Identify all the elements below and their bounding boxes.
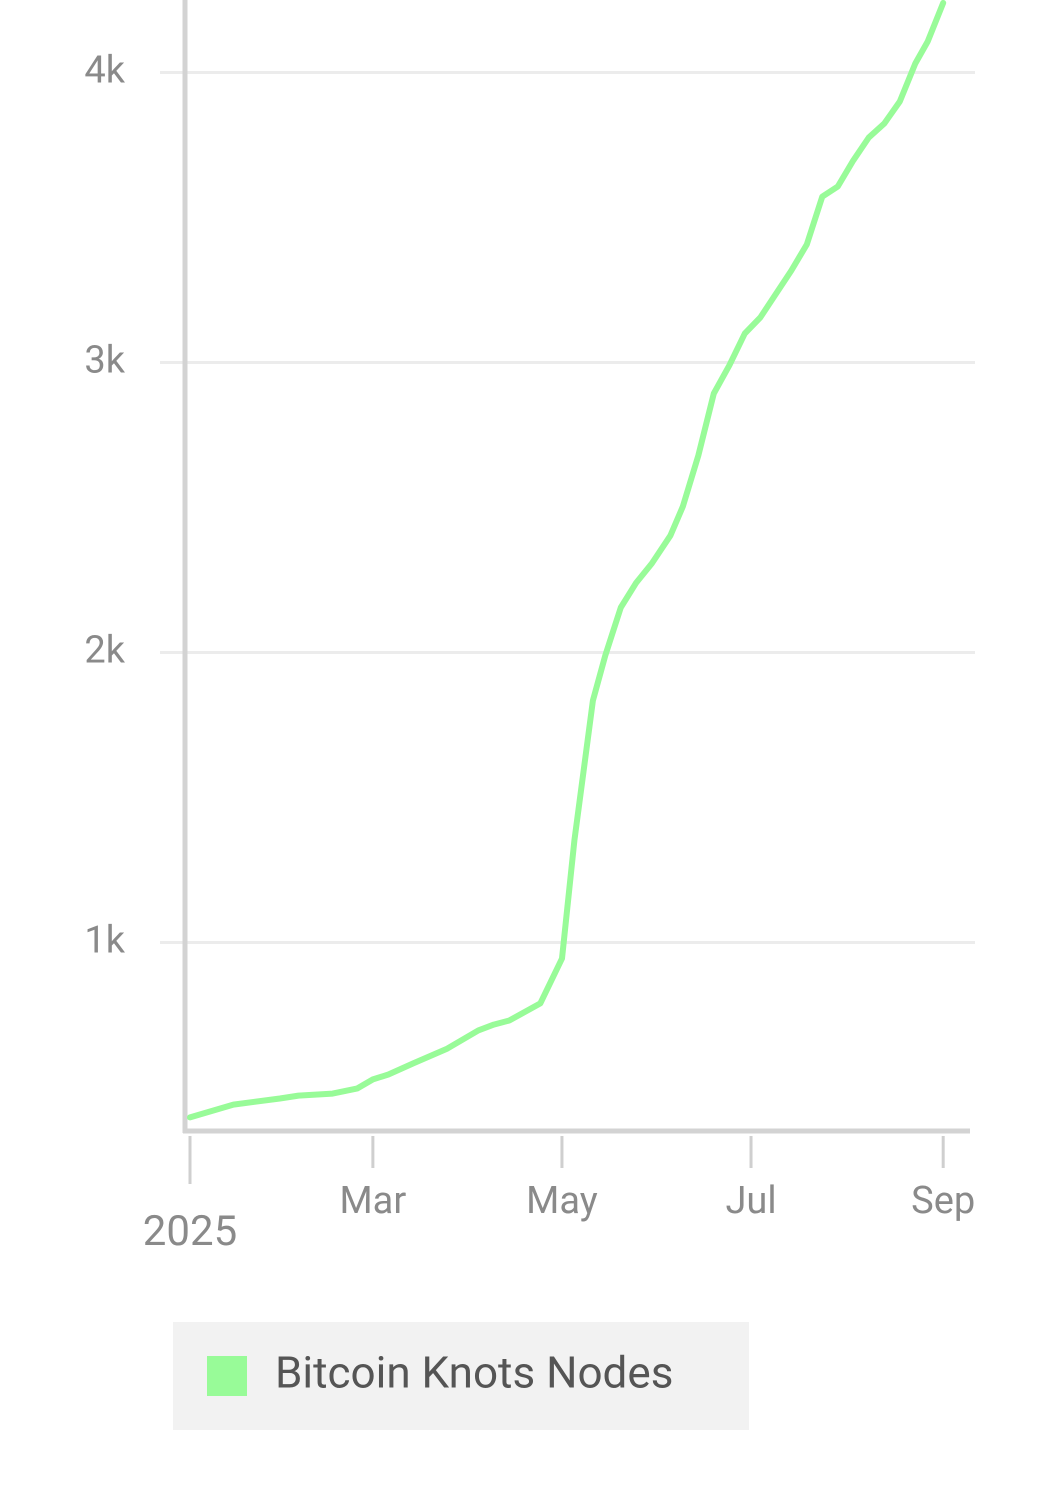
x-tick-label: Sep <box>911 1179 975 1223</box>
x-tick-label: 2025 <box>143 1207 237 1256</box>
x-tick-label: Mar <box>340 1179 407 1223</box>
legend-swatch <box>207 1356 247 1396</box>
x-tick-label: May <box>526 1179 598 1223</box>
grid <box>160 71 975 944</box>
legend-label: Bitcoin Knots Nodes <box>275 1347 673 1399</box>
legend <box>173 1322 749 1430</box>
y-tick-label: 3k <box>84 339 125 383</box>
y-tick-label: 4k <box>84 49 125 93</box>
series-line <box>187 0 947 1121</box>
y-tick-label: 2k <box>84 629 125 673</box>
x-tick-label: Jul <box>725 1179 776 1223</box>
plot-area <box>187 0 947 1121</box>
y-tick-label: 1k <box>84 919 125 963</box>
